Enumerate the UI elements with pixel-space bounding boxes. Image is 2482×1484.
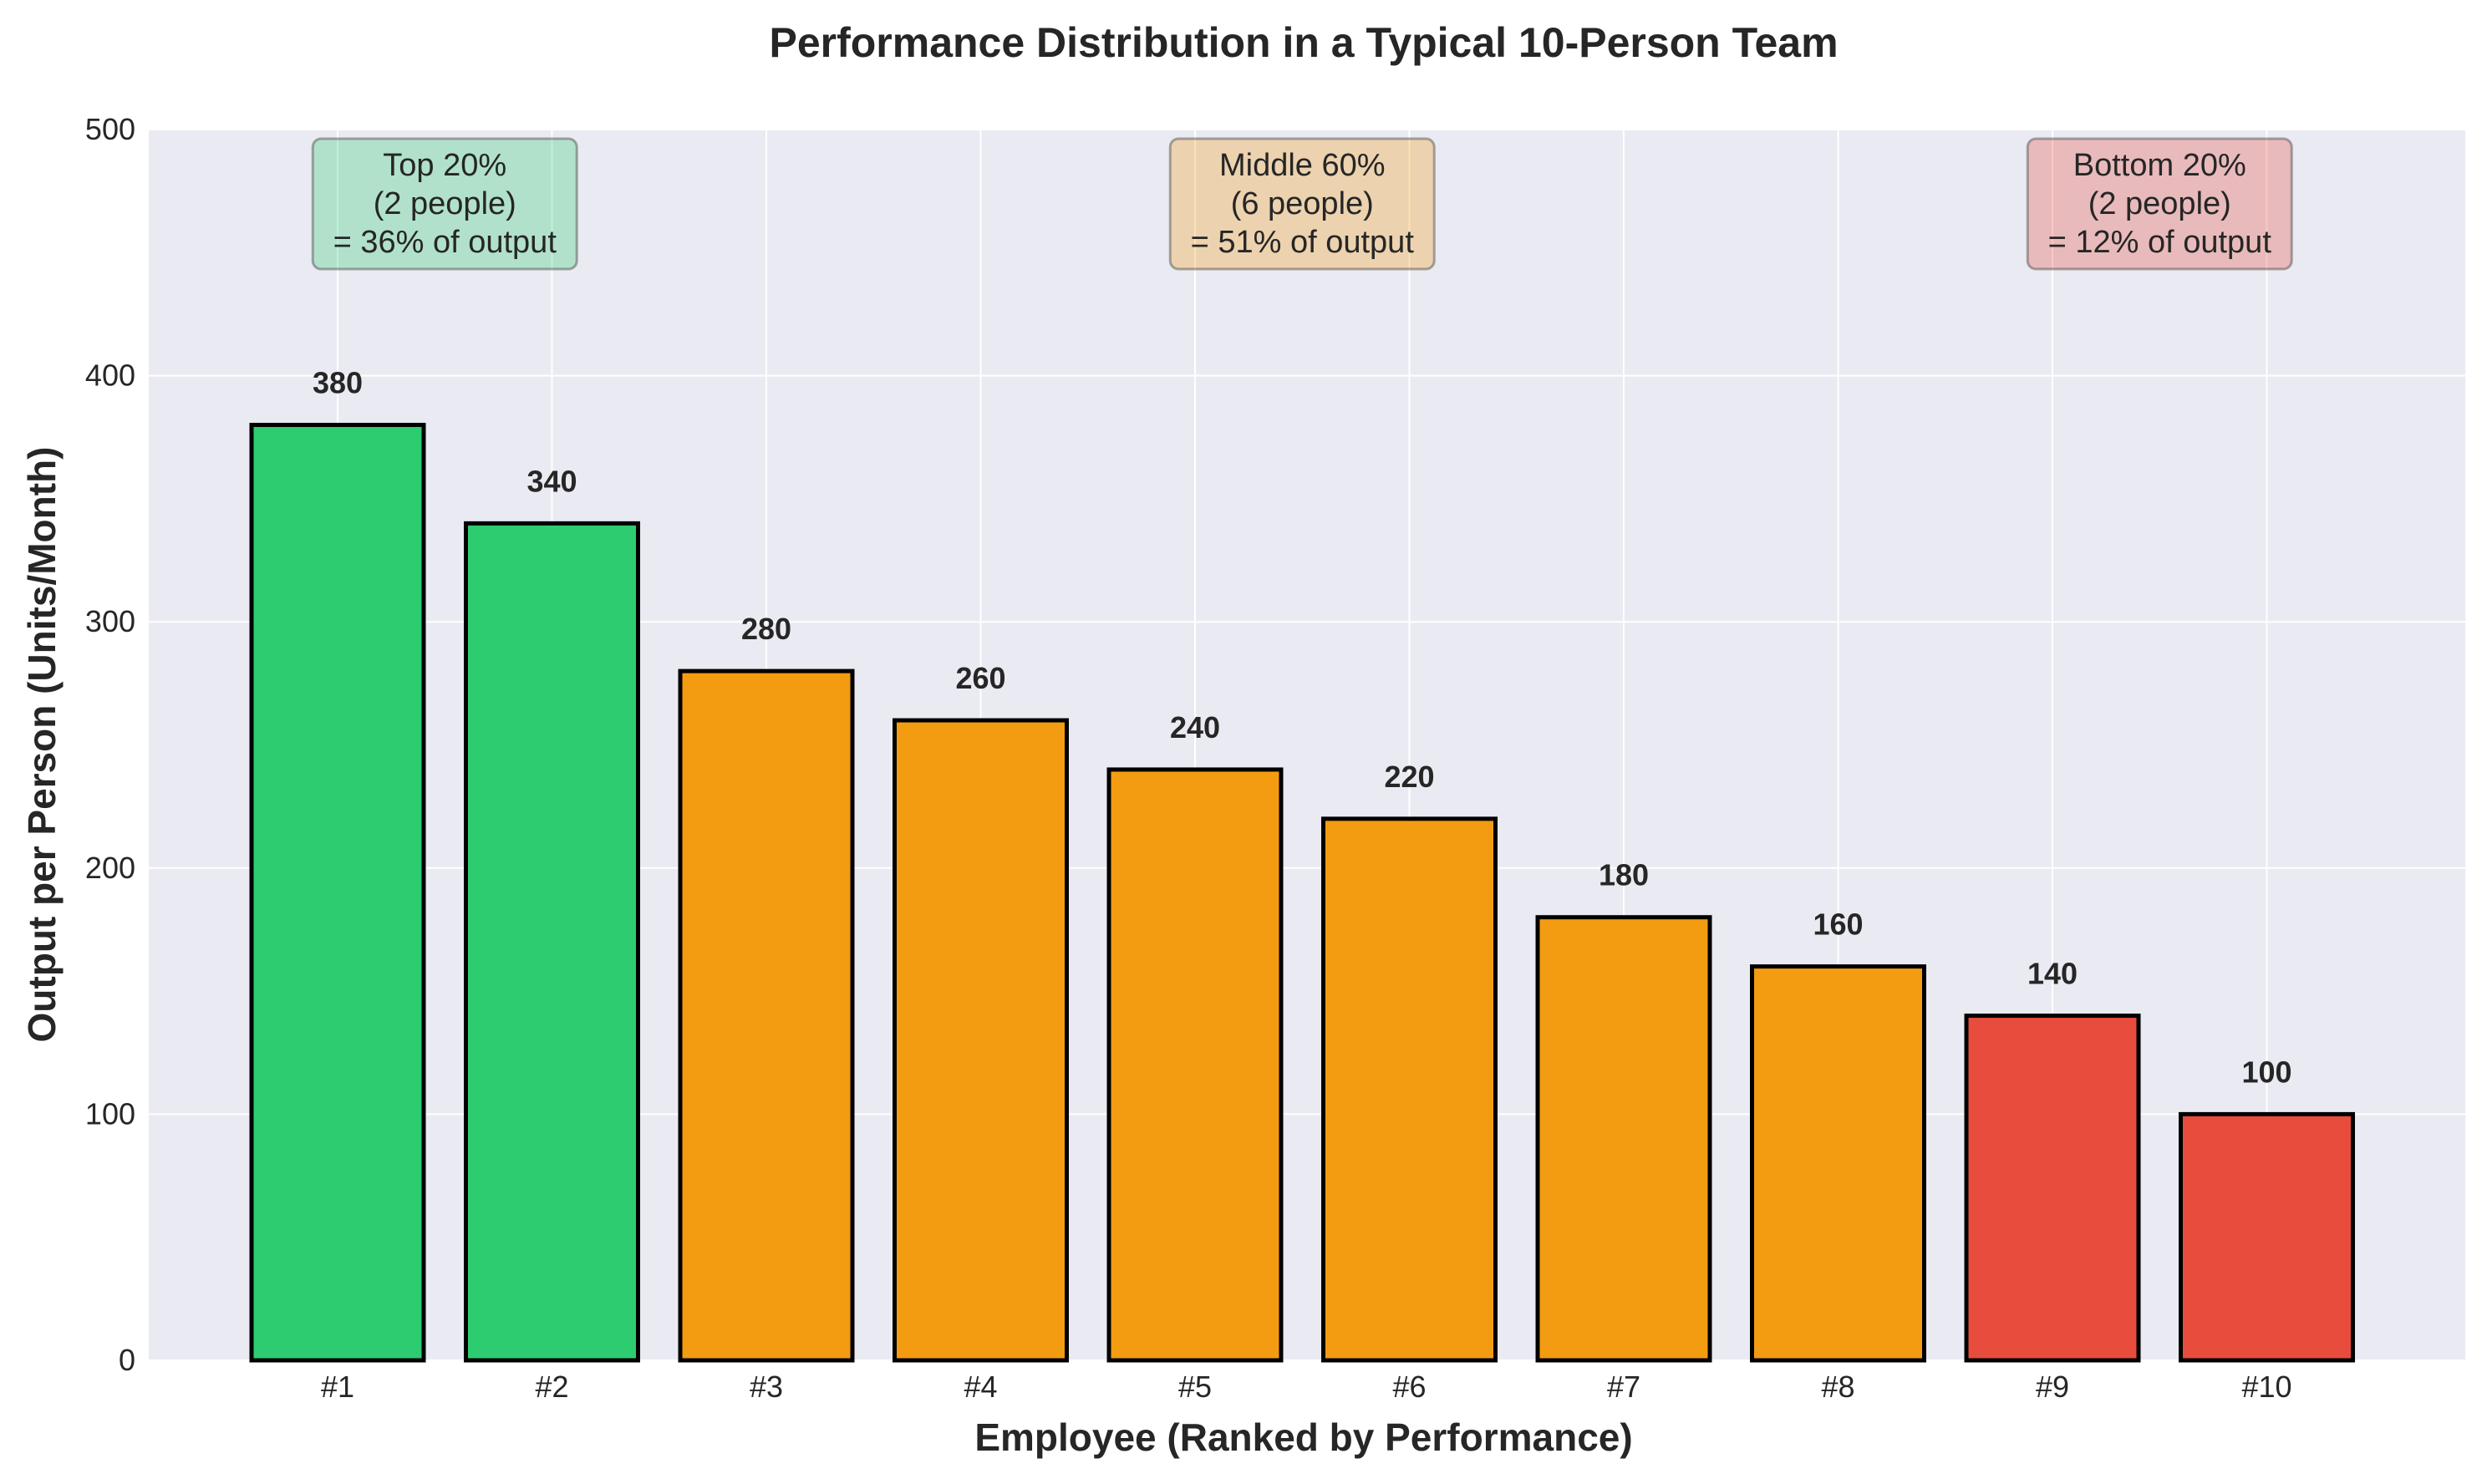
x-axis-label: Employee (Ranked by Performance) [974, 1415, 1632, 1459]
bar [464, 521, 640, 1363]
bar [893, 718, 1069, 1363]
annotation-text: Top 20% [383, 148, 506, 183]
x-tick-label: #1 [321, 1370, 354, 1404]
bars [249, 423, 2355, 1363]
x-tick-label: #2 [535, 1370, 568, 1404]
annotation-bottom: Bottom 20%(2 people) = 12% of output [2026, 137, 2293, 271]
bar-value-label: 280 [741, 612, 791, 646]
bar-value-label: 180 [1599, 858, 1649, 892]
x-tick-label: #8 [1821, 1370, 1854, 1404]
annotation-middle: Middle 60%(6 people) = 51% of output [1168, 137, 1436, 271]
y-tick-label: 100 [85, 1096, 135, 1131]
y-axis-label: Output per Person (Units/Month) [20, 447, 64, 1043]
annotation-box [1168, 137, 1436, 271]
bar [1321, 816, 1498, 1363]
annotation-text: (6 people) [1231, 186, 1374, 221]
bar-value-label: 220 [1384, 760, 1434, 794]
x-tick-label: #7 [1607, 1370, 1640, 1404]
bar [1535, 915, 1712, 1363]
y-tick-label: 200 [85, 851, 135, 885]
bar [249, 423, 426, 1363]
y-tick-label: 0 [119, 1343, 135, 1377]
annotation-top: Top 20%(2 people) = 36% of output [311, 137, 578, 271]
bar-value-label: 380 [313, 366, 363, 400]
x-tick-label: #6 [1392, 1370, 1426, 1404]
annotation-text: = 12% of output [2048, 225, 2272, 260]
value-labels: 380 340 280 260 240 220 180 160 140 100 [313, 366, 2292, 1090]
bar [2179, 1111, 2355, 1363]
annotation-box [2026, 137, 2293, 271]
chart-title: Performance Distribution in a Typical 10… [769, 19, 1838, 66]
annotation-text: Middle 60% [1219, 148, 1386, 183]
bar-value-label: 340 [526, 464, 577, 498]
ticks: 0 100 200 300 400 500 #1 #2 #3 #4 #5 #6 #7 #8 #9 #10 [85, 112, 2292, 1404]
annotation-box [311, 137, 578, 271]
x-tick-label: #4 [964, 1370, 997, 1404]
x-tick-label: #5 [1178, 1370, 1212, 1404]
bar [1106, 767, 1284, 1363]
bar-value-label: 140 [2027, 957, 2078, 991]
annotation-text: = 51% of output [1191, 225, 1415, 260]
x-tick-label: #3 [750, 1370, 783, 1404]
bar-value-label: 100 [2241, 1055, 2291, 1089]
y-tick-label: 500 [85, 112, 135, 146]
annotation-text: (2 people) [2088, 186, 2231, 221]
x-tick-label: #10 [2241, 1370, 2291, 1404]
bar-value-label: 160 [1813, 907, 1863, 942]
annotation-text: Bottom 20% [2073, 148, 2246, 183]
x-tick-label: #9 [2036, 1370, 2069, 1404]
y-tick-label: 300 [85, 604, 135, 638]
bar [1964, 1014, 2141, 1363]
bar [678, 668, 855, 1363]
annotation-text: = 36% of output [333, 225, 557, 260]
bar-value-label: 240 [1170, 710, 1220, 745]
annotation-text: (2 people) [374, 186, 516, 221]
bar [1750, 964, 1926, 1363]
bar-value-label: 260 [955, 661, 1005, 695]
y-tick-label: 400 [85, 358, 135, 393]
